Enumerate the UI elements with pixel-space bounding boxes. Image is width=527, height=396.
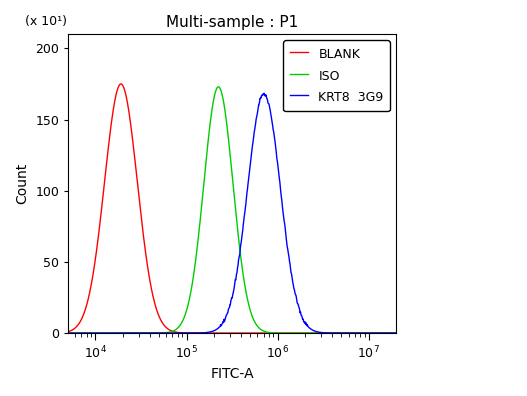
Text: (x 10¹): (x 10¹) (25, 15, 67, 28)
BLANK (400, 331, 406, 335)
Title: Multi-sample : P1: Multi-sample : P1 (166, 15, 298, 30)
BLANK (118, 82, 124, 86)
ISO (311, 331, 318, 335)
Line: BLANK: BLANK (50, 84, 414, 333)
ISO (382, 331, 388, 335)
Y-axis label: Count: Count (16, 163, 30, 204)
ISO (47, 331, 53, 335)
BLANK (311, 331, 318, 335)
Line: ISO: ISO (50, 87, 414, 333)
ISO (400, 331, 406, 335)
KRT8  3G9 (200, 330, 206, 335)
BLANK (220, 331, 226, 335)
X-axis label: FITC-A: FITC-A (210, 367, 254, 381)
ISO (203, 160, 209, 165)
ISO (216, 84, 222, 89)
KRT8  3G9 (47, 331, 53, 335)
ISO (411, 331, 417, 335)
KRT8  3G9 (220, 319, 226, 324)
Legend: BLANK, ISO, KRT8  3G9: BLANK, ISO, KRT8 3G9 (284, 40, 390, 111)
Line: KRT8  3G9: KRT8 3G9 (50, 93, 414, 333)
KRT8  3G9 (382, 331, 388, 335)
KRT8  3G9 (411, 331, 417, 335)
ISO (200, 190, 206, 195)
BLANK (382, 331, 388, 335)
KRT8  3G9 (311, 329, 318, 333)
BLANK (203, 331, 209, 335)
KRT8  3G9 (261, 91, 267, 95)
KRT8  3G9 (400, 331, 406, 335)
KRT8  3G9 (203, 330, 209, 335)
ISO (220, 97, 226, 102)
BLANK (411, 331, 417, 335)
BLANK (47, 331, 53, 335)
BLANK (200, 331, 206, 335)
